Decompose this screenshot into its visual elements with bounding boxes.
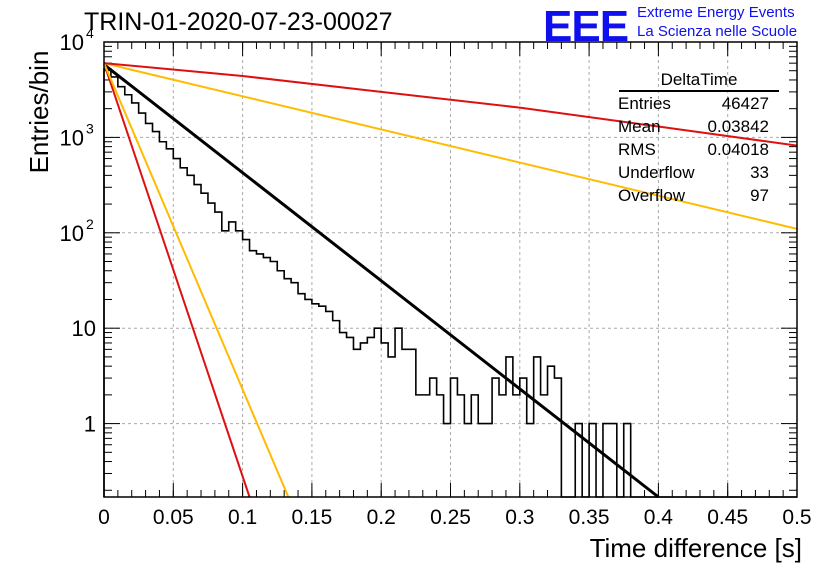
x-tick-label: 0.3 xyxy=(505,506,534,529)
stats-label: Underflow xyxy=(618,163,695,182)
x-tick-label: 0.45 xyxy=(707,506,748,529)
chart-title: TRIN-01-2020-07-23-00027 xyxy=(84,8,393,36)
eee-logo: EEE xyxy=(543,2,629,51)
stats-value: 0.04018 xyxy=(707,140,769,159)
series-line-1 xyxy=(103,63,660,499)
stats-row-rms: RMS 0.04018 xyxy=(609,138,779,161)
x-axis-label: Time difference [s] xyxy=(589,533,802,563)
y-tick-label: 10 xyxy=(60,125,84,150)
stats-row-overflow: Overflow 97 xyxy=(609,184,779,207)
x-tick-label: 0.5 xyxy=(782,506,811,529)
logo-caption-line1: Extreme Energy Events xyxy=(637,4,795,21)
stats-label: Entries xyxy=(618,94,671,113)
logo-caption: Extreme Energy Events La Scienza nelle S… xyxy=(637,3,797,41)
stats-row-underflow: Underflow 33 xyxy=(609,161,779,184)
series-line-3 xyxy=(103,62,290,498)
stats-value: 33 xyxy=(750,163,769,182)
y-tick-exponent: 3 xyxy=(86,120,94,136)
stats-value: 0.03842 xyxy=(707,117,769,136)
x-tick-label: 0.35 xyxy=(569,506,610,529)
histogram-step xyxy=(103,68,797,498)
stats-title: DeltaTime xyxy=(619,70,779,92)
stats-box: DeltaTime Entries 46427 Mean 0.03842 RMS… xyxy=(609,70,779,207)
y-tick-label: 10 xyxy=(60,221,84,246)
x-tick-label: 0.1 xyxy=(228,506,257,529)
logo-caption-line2: La Scienza nelle Scuole xyxy=(637,23,798,40)
x-tick-label: 0.25 xyxy=(430,506,471,529)
y-axis-label: Entries/bin xyxy=(24,50,54,174)
stats-label: Overflow xyxy=(618,186,686,205)
x-tick-label: 0.4 xyxy=(644,506,674,529)
y-tick-exponent: 2 xyxy=(86,216,94,232)
stats-row-mean: Mean 0.03842 xyxy=(609,115,779,138)
x-tick-label: 0.05 xyxy=(153,506,194,529)
stats-value: 97 xyxy=(750,186,769,205)
series-line-5 xyxy=(103,62,798,147)
x-tick-label: 0 xyxy=(98,506,110,529)
stats-label: RMS xyxy=(618,140,656,159)
series-line-4 xyxy=(103,62,798,230)
stats-row-entries: Entries 46427 xyxy=(609,92,779,115)
y-tick-label: 10 xyxy=(60,30,84,55)
y-tick-exponent: 4 xyxy=(86,25,94,41)
y-tick-label: 10 xyxy=(72,316,96,341)
y-tick-label: 1 xyxy=(84,412,96,437)
x-tick-label: 0.15 xyxy=(291,506,332,529)
stats-value: 46427 xyxy=(721,94,769,113)
x-tick-label: 0.2 xyxy=(367,506,396,529)
stats-label: Mean xyxy=(618,117,661,136)
series-line-2 xyxy=(103,62,251,498)
